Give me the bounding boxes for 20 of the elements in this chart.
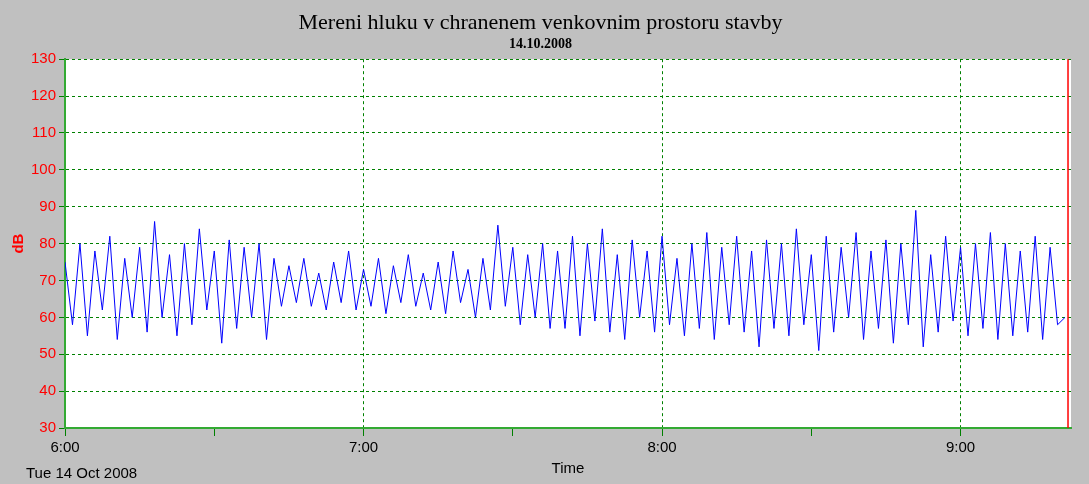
chart-title: Mereni hluku v chranenem venkovnim prostoru stavby <box>298 8 783 34</box>
x-tick-label: 7:00 <box>348 438 379 456</box>
y-tick-label: 70 <box>39 270 57 288</box>
y-tick-label: 40 <box>39 381 57 399</box>
y-tick-label: 130 <box>31 49 57 67</box>
y-tick-label: 60 <box>39 307 57 325</box>
y-tick-label: 80 <box>39 233 57 251</box>
y-tick-label: 110 <box>32 123 57 141</box>
text: Tue 14 Oct 2008 <box>26 464 138 481</box>
x-tick-label: 6:00 <box>50 438 80 456</box>
chart-subtitle: 14.10.2008 <box>509 36 572 52</box>
y-tick-label: 120 <box>31 86 57 104</box>
y-tick-label: 30 <box>39 418 57 436</box>
x-tick-label: 8:00 <box>647 438 677 456</box>
y-tick-label: 90 <box>39 196 57 214</box>
y-axis-title: dB <box>9 233 27 254</box>
y-tick-label: 100 <box>31 159 57 177</box>
x-axis-title: Time <box>551 459 585 477</box>
x-tick-label: 9:00 <box>945 438 976 456</box>
y-tick-label: 50 <box>39 344 57 362</box>
